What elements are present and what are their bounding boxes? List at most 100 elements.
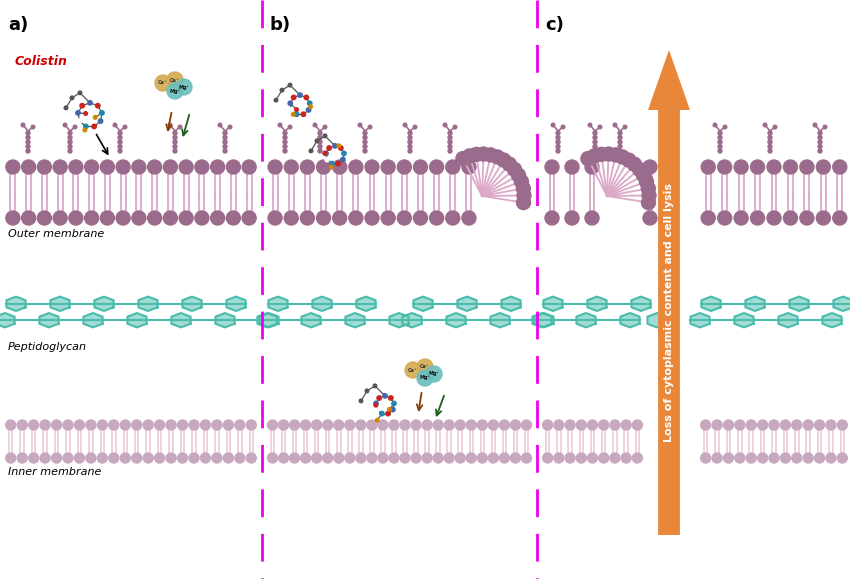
Circle shape xyxy=(411,420,421,430)
Circle shape xyxy=(337,144,341,148)
Circle shape xyxy=(178,453,188,463)
Circle shape xyxy=(408,149,412,153)
Circle shape xyxy=(717,160,732,174)
Circle shape xyxy=(288,125,292,129)
Circle shape xyxy=(173,149,177,153)
Circle shape xyxy=(377,396,382,400)
Circle shape xyxy=(448,149,452,153)
Circle shape xyxy=(179,160,193,174)
Circle shape xyxy=(803,420,813,430)
Circle shape xyxy=(173,135,177,140)
Circle shape xyxy=(308,101,312,105)
Circle shape xyxy=(178,420,188,430)
Circle shape xyxy=(818,149,822,153)
Circle shape xyxy=(316,211,331,225)
Circle shape xyxy=(639,175,654,189)
Circle shape xyxy=(621,153,636,167)
Circle shape xyxy=(63,453,73,463)
Circle shape xyxy=(268,453,277,463)
Polygon shape xyxy=(94,296,114,311)
Polygon shape xyxy=(302,313,320,327)
Circle shape xyxy=(408,135,412,140)
Circle shape xyxy=(292,113,295,116)
Circle shape xyxy=(456,420,465,430)
Circle shape xyxy=(118,145,122,148)
Circle shape xyxy=(757,420,768,430)
Circle shape xyxy=(283,140,287,144)
Circle shape xyxy=(173,140,177,144)
Circle shape xyxy=(304,95,309,100)
Circle shape xyxy=(623,125,626,129)
Circle shape xyxy=(368,125,371,129)
Circle shape xyxy=(388,408,391,411)
Circle shape xyxy=(453,125,456,129)
Circle shape xyxy=(517,189,531,203)
Circle shape xyxy=(561,125,564,129)
Circle shape xyxy=(768,145,772,148)
Circle shape xyxy=(642,196,655,210)
Circle shape xyxy=(593,135,597,140)
Circle shape xyxy=(312,420,321,430)
Text: Ca⁺: Ca⁺ xyxy=(158,80,167,86)
Circle shape xyxy=(576,420,586,430)
Circle shape xyxy=(300,160,314,174)
Circle shape xyxy=(113,123,116,127)
Circle shape xyxy=(565,211,579,225)
Circle shape xyxy=(21,123,25,127)
Circle shape xyxy=(522,453,531,463)
Circle shape xyxy=(448,135,452,140)
Circle shape xyxy=(163,160,178,174)
Circle shape xyxy=(382,394,388,398)
Circle shape xyxy=(712,420,722,430)
Circle shape xyxy=(367,420,377,430)
Circle shape xyxy=(363,140,367,144)
Circle shape xyxy=(818,140,822,144)
Circle shape xyxy=(26,131,30,135)
Circle shape xyxy=(448,131,452,135)
Circle shape xyxy=(621,453,632,463)
Circle shape xyxy=(392,401,396,406)
Circle shape xyxy=(400,453,410,463)
Circle shape xyxy=(85,160,99,174)
Circle shape xyxy=(80,104,84,108)
Circle shape xyxy=(735,453,745,463)
Circle shape xyxy=(268,211,282,225)
Polygon shape xyxy=(0,313,14,327)
Circle shape xyxy=(598,453,609,463)
Circle shape xyxy=(155,75,171,91)
Circle shape xyxy=(397,160,411,174)
Polygon shape xyxy=(226,296,246,311)
Circle shape xyxy=(189,453,199,463)
Circle shape xyxy=(218,123,222,127)
Circle shape xyxy=(118,140,122,144)
Circle shape xyxy=(312,453,321,463)
Circle shape xyxy=(618,149,622,153)
Circle shape xyxy=(701,211,715,225)
Circle shape xyxy=(767,160,781,174)
Circle shape xyxy=(348,160,363,174)
Circle shape xyxy=(502,157,517,171)
Circle shape xyxy=(389,453,399,463)
Circle shape xyxy=(576,453,586,463)
Circle shape xyxy=(363,131,367,135)
Circle shape xyxy=(757,453,768,463)
Circle shape xyxy=(511,420,520,430)
Circle shape xyxy=(360,399,363,402)
Circle shape xyxy=(587,453,598,463)
Circle shape xyxy=(223,135,227,140)
Circle shape xyxy=(92,124,96,129)
Circle shape xyxy=(63,123,67,127)
Text: Ca⁺: Ca⁺ xyxy=(420,365,430,369)
Circle shape xyxy=(246,453,256,463)
Circle shape xyxy=(212,420,222,430)
Circle shape xyxy=(21,211,36,225)
Circle shape xyxy=(29,420,38,430)
Circle shape xyxy=(734,211,748,225)
Polygon shape xyxy=(620,313,639,327)
Circle shape xyxy=(148,160,162,174)
Circle shape xyxy=(445,420,454,430)
Polygon shape xyxy=(269,296,287,311)
Circle shape xyxy=(324,151,328,156)
Polygon shape xyxy=(446,313,466,327)
Circle shape xyxy=(75,420,84,430)
